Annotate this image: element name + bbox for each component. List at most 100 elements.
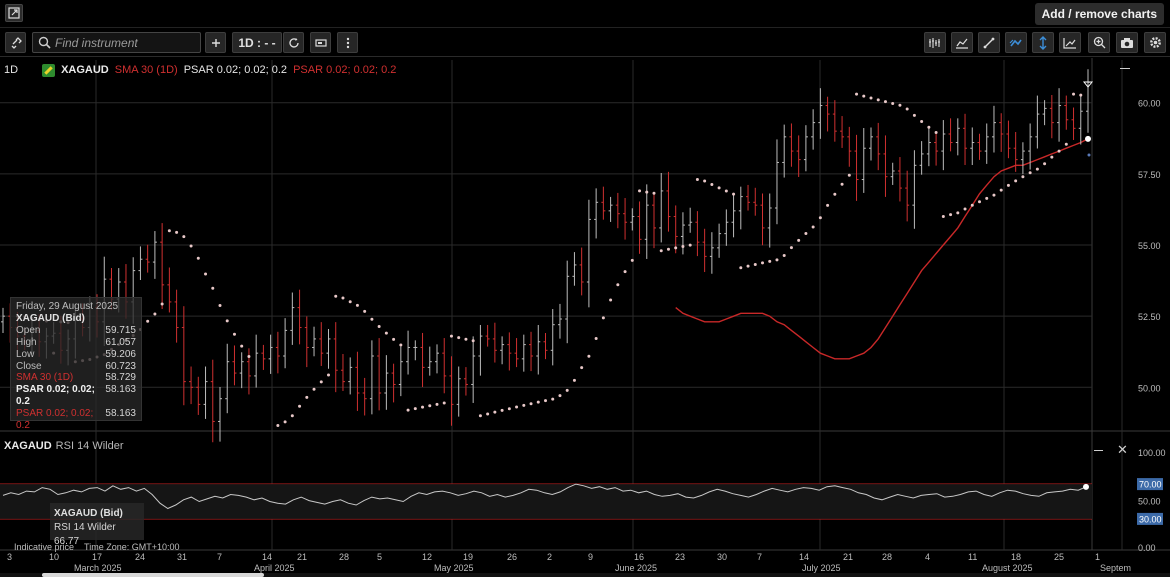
psar-dot [941, 215, 945, 219]
psar-dot [710, 182, 714, 186]
time-scrollbar[interactable] [0, 573, 1170, 577]
psar-dot [471, 339, 475, 343]
day-tick-label: 28 [882, 552, 892, 562]
psar-dot [703, 179, 707, 183]
sma-30-line [675, 138, 1089, 360]
link-icon[interactable] [5, 32, 26, 53]
psar-dot [775, 258, 779, 262]
psar-dot [522, 403, 526, 407]
rsi-symbol[interactable]: XAGAUD [4, 440, 52, 452]
psar-dots [15, 81, 1094, 428]
day-tick-label: 21 [297, 552, 307, 562]
timeframe-selector[interactable]: 1D : - - [232, 32, 282, 53]
tooltip-row-open: Open 59.715 [16, 324, 136, 336]
psar-dot [435, 402, 439, 406]
psar-dot [1014, 179, 1018, 183]
ohlc-tooltip: Friday, 29 August 2025 XAGAUD (Bid) Open… [10, 297, 142, 431]
legend-sma[interactable]: SMA 30 (1D) [114, 64, 178, 76]
cursor-icon[interactable] [1032, 32, 1054, 53]
rsi-tick-label: 0.00 [1138, 543, 1156, 553]
psar-dot [594, 336, 598, 340]
tooltip-row-psar-red: PSAR 0.02; 0.02; 0.2 58.163 [16, 408, 136, 432]
psar-dot [225, 319, 229, 323]
add-indicator-button[interactable] [205, 32, 226, 53]
psar-dot [623, 270, 627, 274]
month-tick-label: June 2025 [615, 563, 657, 573]
psar-dot [312, 387, 316, 391]
tooltip-date: Friday, 29 August 2025 [16, 301, 119, 312]
psar-dot [218, 304, 222, 308]
psar-dot [833, 192, 837, 196]
psar-dot [883, 100, 887, 104]
refresh-icon[interactable] [283, 32, 304, 53]
month-tick-label: April 2025 [254, 563, 295, 573]
day-tick-label: 25 [1054, 552, 1064, 562]
psar-dot [840, 182, 844, 186]
psar-dot [421, 405, 425, 409]
psar-dot [204, 272, 208, 276]
rsi-minimize-icon[interactable] [1094, 450, 1103, 451]
rsi-close-icon[interactable]: ✕ [1117, 442, 1128, 457]
camera-icon[interactable] [1116, 32, 1138, 53]
psar-dot [232, 332, 236, 336]
drawing-line-icon[interactable] [978, 32, 1000, 53]
psar-dot [189, 244, 193, 248]
day-tick-label: 3 [7, 552, 12, 562]
price-tick-label: 57.50 [1138, 170, 1161, 180]
psar-dot [182, 235, 186, 239]
rsi-band [0, 484, 1092, 519]
tooltip-row-high: High 61.057 [16, 336, 136, 348]
day-tick-label: 5 [377, 552, 382, 562]
day-tick-label: 24 [135, 552, 145, 562]
psar-dot [1079, 93, 1083, 97]
more-icon[interactable] [337, 32, 358, 53]
psar-dot [927, 125, 931, 129]
legend-psar-white[interactable]: PSAR 0.02; 0.02; 0.2 [183, 64, 288, 76]
psar-dot [457, 336, 461, 340]
rsi-tooltip-title: XAGAUD (Bid) [54, 508, 123, 519]
psar-dot [1035, 167, 1039, 171]
add-remove-charts-button[interactable]: Add / remove charts [1034, 3, 1164, 25]
legend-symbol[interactable]: XAGAUD [61, 64, 109, 76]
psar-dot [587, 354, 591, 358]
popout-icon[interactable] [5, 4, 23, 22]
rsi-tick-label: 50.00 [1138, 497, 1161, 507]
psar-dot [327, 373, 330, 377]
time-scrollbar-thumb[interactable] [42, 573, 264, 577]
psar-dot [572, 378, 576, 382]
price-tick-label: 50.00 [1138, 383, 1161, 393]
psar-dot [1028, 171, 1032, 175]
search-input[interactable] [55, 34, 195, 51]
rsi-indicator[interactable]: RSI 14 Wilder [55, 440, 124, 452]
indicators-icon[interactable] [951, 32, 973, 53]
tooltip-row-sma: SMA 30 (1D) 58.729 [16, 372, 136, 384]
psar-dot [1057, 149, 1061, 153]
psar-dot [1021, 175, 1025, 179]
month-tick-label: Septem [1100, 563, 1131, 573]
psar-dot [717, 186, 721, 190]
psar-dot [847, 173, 851, 177]
psar-dot [334, 294, 338, 298]
legend-psar-red[interactable]: PSAR 0.02; 0.02; 0.2 [293, 64, 397, 76]
chart-type-icon[interactable] [310, 32, 331, 53]
psar-dot [377, 324, 381, 328]
psar-dot [601, 316, 605, 320]
psar-dot [580, 366, 584, 370]
rsi-level-badge [1137, 478, 1163, 491]
trend-icon[interactable] [1059, 32, 1081, 53]
minimize-icon[interactable] [1120, 68, 1130, 69]
psar-dot [551, 397, 555, 401]
drawing-tools-icon[interactable] [1005, 32, 1027, 53]
find-instrument-search[interactable] [32, 32, 201, 53]
month-tick-label: August 2025 [982, 563, 1033, 573]
psar-dot [167, 229, 171, 233]
day-tick-label: 7 [757, 552, 762, 562]
psar-dot [283, 420, 287, 424]
day-tick-label: 18 [1011, 552, 1021, 562]
bars-icon[interactable] [924, 32, 946, 53]
psar-dot [616, 283, 620, 287]
psar-dot [558, 394, 562, 398]
zoom-icon[interactable] [1088, 32, 1110, 53]
settings-icon[interactable] [1144, 32, 1166, 53]
